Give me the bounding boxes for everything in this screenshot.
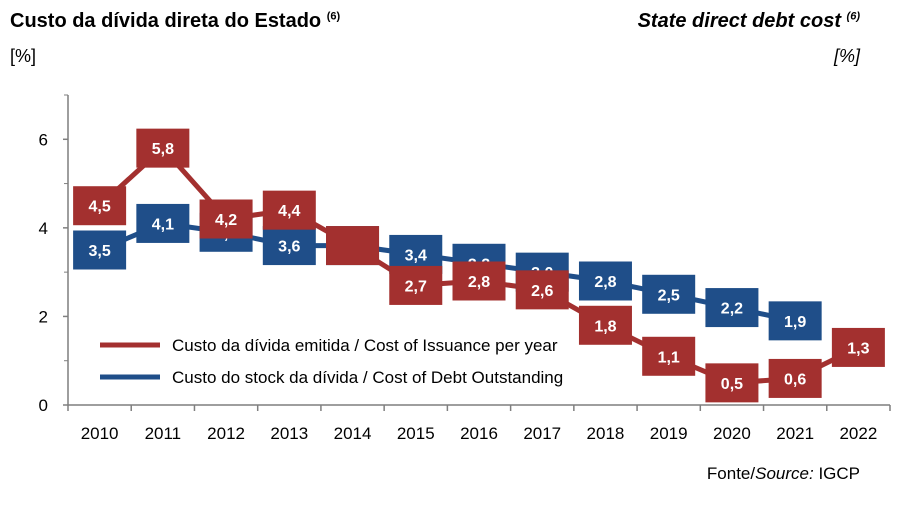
x-tick-label: 2018 — [587, 424, 625, 443]
x-tick-label: 2021 — [776, 424, 814, 443]
data-label: 3,4 — [405, 247, 427, 264]
data-label: 5,8 — [152, 141, 174, 158]
data-point-marker — [136, 203, 190, 243]
data-point-marker — [515, 270, 569, 310]
data-label: 2,5 — [658, 287, 680, 304]
y-tick-label: 4 — [39, 219, 48, 238]
x-tick-label: 2020 — [713, 424, 751, 443]
x-tick-label: 2010 — [81, 424, 119, 443]
data-point-marker — [705, 363, 759, 403]
data-label: 4,5 — [88, 199, 110, 216]
data-label: 1,1 — [658, 349, 680, 366]
source-note: Fonte/Source: IGCP — [706, 464, 860, 483]
legend-label: Custo do stock da dívida / Cost of Debt … — [172, 368, 563, 387]
data-point-marker — [452, 261, 506, 301]
data-point-marker — [262, 226, 316, 266]
data-point-marker — [326, 226, 380, 266]
data-label: 1,8 — [594, 318, 616, 335]
data-label: 4,4 — [278, 203, 300, 220]
data-point-marker — [73, 186, 127, 226]
data-point-marker — [768, 301, 822, 341]
data-point-marker — [705, 288, 759, 328]
x-tick-label: 2015 — [397, 424, 435, 443]
x-tick-label: 2019 — [650, 424, 688, 443]
data-label: 0,5 — [721, 376, 743, 393]
data-label: 1,9 — [784, 314, 806, 331]
y-tick-label: 2 — [39, 307, 48, 326]
chart-title-pt: Custo da dívida direta do Estado (6) — [10, 10, 341, 32]
x-tick-label: 2012 — [207, 424, 245, 443]
chart-title-en: State direct debt cost (6) — [637, 10, 860, 32]
data-label: 2,8 — [594, 274, 616, 291]
x-tick-label: 2022 — [839, 424, 877, 443]
data-label: 2,7 — [405, 278, 427, 295]
data-point-marker — [262, 190, 316, 230]
data-label: 2,2 — [721, 301, 743, 318]
data-label: 0,6 — [784, 371, 806, 388]
y-tick-label: 6 — [39, 130, 48, 149]
data-label: 3,5 — [88, 243, 110, 260]
unit-label-pt: [%] — [10, 46, 37, 66]
data-label: 2,8 — [468, 274, 490, 291]
data-label: 1,3 — [847, 340, 869, 357]
x-tick-label: 2016 — [460, 424, 498, 443]
x-tick-label: 2014 — [334, 424, 372, 443]
data-label: 2,6 — [531, 283, 553, 300]
x-tick-label: 2017 — [523, 424, 561, 443]
data-point-marker — [831, 327, 885, 367]
data-label: 4,1 — [152, 216, 174, 233]
data-point-marker — [642, 274, 696, 314]
data-point-marker — [768, 358, 822, 398]
data-point-marker — [578, 261, 632, 301]
y-tick-label: 0 — [39, 396, 48, 415]
data-label: 4,2 — [215, 212, 237, 229]
data-label: 3,6 — [278, 239, 300, 256]
data-point-marker — [642, 336, 696, 376]
legend-label: Custo da dívida emitida / Cost of Issuan… — [172, 336, 558, 355]
data-point-marker — [578, 305, 632, 345]
unit-label-en: [%] — [833, 46, 860, 66]
data-point-marker — [199, 199, 253, 239]
data-point-marker — [73, 230, 127, 270]
x-tick-label: 2011 — [145, 424, 182, 443]
data-point-marker — [136, 128, 190, 168]
data-point-marker — [389, 265, 443, 305]
x-tick-label: 2013 — [270, 424, 308, 443]
